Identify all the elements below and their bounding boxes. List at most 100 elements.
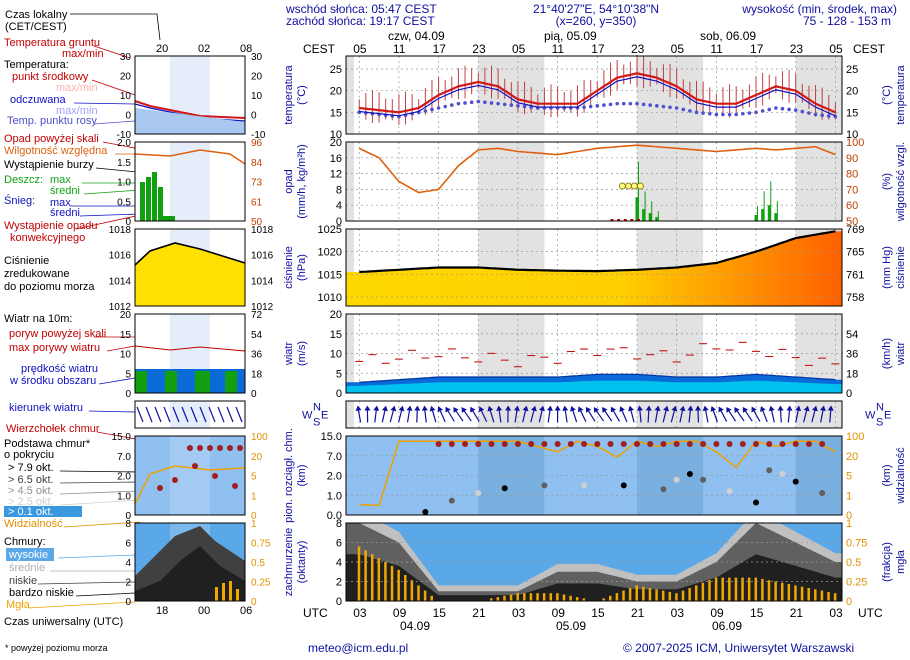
mini-humidity-line <box>134 149 246 165</box>
dew-point-dot <box>793 108 798 112</box>
mini-wind-band <box>195 371 210 393</box>
wind-arrow <box>364 405 371 423</box>
dew-point-dot <box>807 111 811 115</box>
dew-point-dot <box>423 109 428 113</box>
rain-bar <box>767 205 771 221</box>
mini-hour-top: 20 <box>156 43 168 55</box>
legend-rain-max: max <box>50 174 71 186</box>
night-shade <box>795 401 842 428</box>
cloud-base-dot <box>660 486 667 493</box>
panel-left-unit: (hPa) <box>296 254 308 281</box>
dew-point-dot <box>714 112 719 117</box>
dew-point-dot <box>707 111 712 116</box>
mini-tick-left: 15 <box>120 330 132 341</box>
mini-tick-left: 1016 <box>109 251 132 262</box>
legend-dew-point: Temp. punktu rosy <box>7 115 97 127</box>
dew-point-dot <box>734 112 738 117</box>
legend-cl-low: niskie <box>9 575 37 587</box>
tick-right: 0.25 <box>846 577 867 589</box>
tick-left: 5 <box>336 368 342 380</box>
dew-point-dot <box>754 110 758 115</box>
cloud-base-dot <box>792 478 799 485</box>
tick-right: 80 <box>846 169 858 181</box>
compass-letter: W <box>865 410 876 422</box>
fog-bar <box>780 582 784 601</box>
tick-right: 10 <box>846 129 858 141</box>
utc-hour-label: 15 <box>433 606 447 620</box>
mini-wind-arrow <box>163 406 171 423</box>
cest-hour-label: 17 <box>591 42 605 56</box>
wind-arrow-head <box>530 405 537 412</box>
wind-arrow-head <box>546 405 553 411</box>
wind-arrow-head <box>768 405 775 412</box>
tick-right: 761 <box>846 269 864 281</box>
mini-wind-arrow <box>136 406 144 423</box>
wind-arrow <box>662 405 669 423</box>
dew-point-dot <box>496 101 500 106</box>
fog-bar <box>556 593 559 601</box>
wind-arrow-head <box>742 406 749 413</box>
footer-email[interactable]: meteo@icm.edu.pl <box>308 641 408 655</box>
mini-tick-right: 20 <box>251 72 263 83</box>
fog-bar <box>370 554 374 601</box>
mini-panel: 30 20 10 0 -10 30 20 10 0 -10 <box>117 52 266 141</box>
mini-cloud-dot <box>207 445 213 451</box>
panel-border <box>345 228 843 307</box>
legend-gust-max: max porywy wiatru <box>9 342 100 354</box>
footer-copyright[interactable]: © 2007-2025 ICM, Uniwersytet Warszawski <box>623 641 854 655</box>
panel-left-unit: (oktanty) <box>296 541 308 584</box>
wind-arrow-head <box>453 407 459 413</box>
wind-arrow-head <box>445 406 451 413</box>
tick-right: 0 <box>846 510 852 522</box>
mini-panel <box>134 400 246 429</box>
dew-point-dot <box>661 104 666 109</box>
dew-point-dot <box>760 109 765 113</box>
dew-point-dot <box>727 112 732 117</box>
mini-rain-bar <box>163 216 175 221</box>
tick-right: 20 <box>846 451 858 463</box>
fog-bar <box>655 589 658 601</box>
wind-arrow-head <box>522 405 529 412</box>
cloud-top-dot <box>567 441 574 447</box>
tick-right: 769 <box>846 224 864 236</box>
night-shade <box>636 401 704 428</box>
wind-arrow <box>530 405 537 423</box>
wind-arrow-head <box>636 405 643 411</box>
utc-day-3: 06.09 <box>712 619 742 633</box>
tick-left: 4 <box>336 200 342 212</box>
cloud-top-dot <box>594 441 601 447</box>
wind-arrow-head <box>421 405 428 411</box>
utc-hour-label: 21 <box>790 606 804 620</box>
wind-arrow <box>496 405 503 423</box>
wind-arrow <box>381 405 388 423</box>
wind-arrow-head <box>687 405 694 411</box>
wind-arrow-head <box>381 405 388 412</box>
cloud-base-dot <box>541 482 548 489</box>
wind-arrow <box>487 405 495 423</box>
legend-fog: Mgła <box>6 599 31 611</box>
fog-bar <box>708 580 711 601</box>
tick-left: 1025 <box>318 224 342 236</box>
mini-wind-arrow <box>172 406 180 423</box>
mini-tick-right: 1016 <box>251 251 274 262</box>
wind-arrow <box>414 405 421 423</box>
mini-tick-left: 2 <box>125 578 131 589</box>
panel-clouds: 8 6 4 2 0 1 0.75 0.5 0.25 0 zachmurzenie (oktanty) m… <box>283 518 907 608</box>
mini-night <box>170 142 210 221</box>
legend-okt-3: > 4.5 okt. <box>8 485 54 497</box>
legend-cl-vlow: bardzo niskie <box>9 587 74 599</box>
wind-arrow-head <box>702 405 709 412</box>
storm-marker <box>618 182 626 190</box>
mini-tick-left: 2.0 <box>117 138 131 149</box>
fog-bar <box>741 577 744 601</box>
mini-tick-right: 50 <box>251 217 263 228</box>
mini-tick-right: 0.75 <box>251 539 271 550</box>
utc-hour-label: 15 <box>591 606 605 620</box>
cloud-base-dot <box>700 476 707 483</box>
mini-tick-right: 61 <box>251 197 263 208</box>
wind-arrow <box>670 405 678 423</box>
wind-arrow <box>795 405 802 423</box>
cloud-top-dot <box>633 441 640 447</box>
felt-temp-line <box>359 76 836 117</box>
panel-right-title: widzialność <box>895 447 907 505</box>
